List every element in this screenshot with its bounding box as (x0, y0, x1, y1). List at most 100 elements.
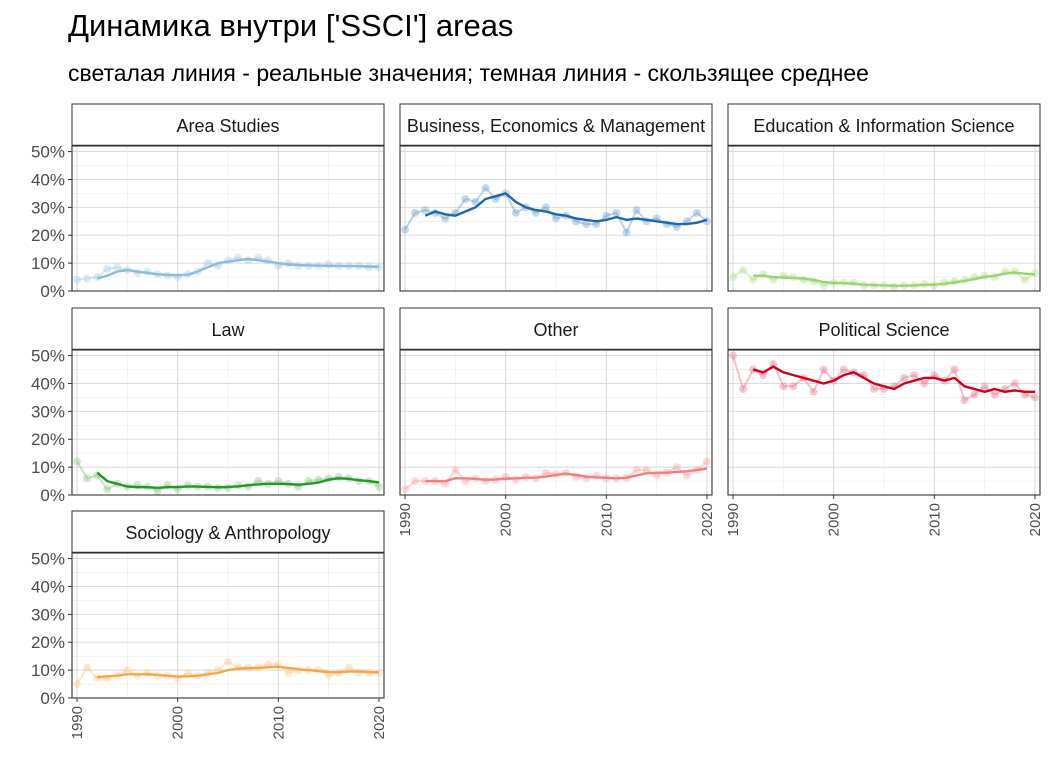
x-tick-label: 1990 (69, 706, 86, 739)
facet-strip (727, 103, 1041, 147)
actual-point (702, 457, 711, 466)
y-tick-label: 40% (31, 170, 65, 189)
panel-border (399, 349, 713, 496)
actual-point (113, 263, 122, 272)
actual-point (541, 468, 550, 477)
actual-point (910, 371, 919, 380)
actual-point (224, 657, 232, 666)
actual-point (541, 203, 550, 212)
actual-point (552, 214, 560, 223)
facet-panel: Area Studies 0% 10% 20% 30% 40% 50% (31, 103, 385, 301)
panel-data (729, 351, 1039, 405)
actual-point (759, 371, 768, 380)
moving-average-line (425, 467, 708, 483)
y-tick-label: 10% (31, 458, 65, 477)
panel-data (401, 457, 711, 494)
moving-average-line (96, 471, 380, 489)
facet-strip (399, 307, 713, 351)
facet-strip (399, 103, 713, 147)
facet-strip (71, 307, 385, 351)
actual-point (374, 482, 383, 491)
actual-point (123, 666, 132, 675)
actual-point (920, 379, 929, 388)
y-tick-label: 10% (31, 661, 65, 680)
facet-strip-label: Education & Information Science (753, 116, 1014, 136)
actual-series-line (76, 660, 379, 685)
actual-point (602, 211, 611, 220)
actual-point (354, 668, 363, 677)
y-tick-label: 50% (31, 347, 65, 366)
actual-point (284, 668, 293, 677)
facet-strip-label: Political Science (818, 320, 949, 340)
panel-data (73, 253, 383, 284)
facet-strip (727, 307, 1041, 351)
actual-series-line (404, 186, 708, 235)
y-tick-label: 50% (31, 143, 65, 162)
actual-point (622, 228, 631, 237)
facet-panel: Political Science 1990 2000 2010 2020 (725, 307, 1044, 536)
panel-data (401, 183, 711, 237)
actual-point (1030, 268, 1039, 277)
actual-point (682, 471, 691, 480)
actual-point (692, 208, 701, 217)
chart-title: Динамика внутри ['SSCI'] areas (68, 8, 514, 43)
x-tick-label: 2000 (826, 503, 843, 536)
actual-point (324, 260, 333, 269)
actual-point (769, 359, 778, 368)
actual-point (980, 382, 989, 391)
actual-point (183, 668, 192, 677)
actual-point (254, 477, 263, 486)
actual-point (511, 208, 520, 217)
facet-strip-label: Sociology & Anthropology (125, 523, 330, 543)
actual-point (441, 214, 450, 223)
actual-point (411, 477, 420, 486)
actual-point (642, 465, 651, 474)
panel-data (73, 457, 383, 495)
y-tick-label: 40% (31, 577, 65, 596)
actual-point (103, 264, 112, 273)
actual-point (73, 680, 82, 689)
actual-point (749, 275, 758, 284)
actual-point (950, 365, 959, 374)
x-tick-label: 1990 (397, 503, 414, 536)
y-tick-label: 40% (31, 374, 65, 393)
actual-point (401, 485, 410, 494)
moving-average-line (753, 271, 1036, 287)
actual-point (960, 396, 969, 405)
actual-point (421, 477, 430, 486)
facet-strip-label: Other (533, 320, 578, 340)
x-tick-label: 2020 (1027, 503, 1044, 536)
actual-point (779, 382, 788, 391)
facet-panel: Sociology & Anthropology 0% 10% 20% 30% 40% 50… (31, 510, 388, 739)
actual-point (133, 671, 142, 680)
x-tick-label: 1990 (725, 503, 742, 536)
actual-point (739, 266, 748, 275)
actual-point (73, 457, 82, 466)
panel-data (729, 266, 1039, 291)
actual-point (900, 373, 909, 382)
actual-point (739, 385, 748, 394)
x-tick-label: 2010 (270, 706, 287, 739)
actual-point (183, 481, 192, 490)
actual-point (83, 274, 92, 283)
facet-strip-label: Business, Economics & Management (407, 116, 705, 136)
actual-point (990, 390, 999, 399)
x-tick-label: 2000 (170, 706, 187, 739)
facet-panel: Other 1990 2000 2010 2020 (397, 307, 716, 536)
y-tick-label: 30% (31, 198, 65, 217)
panel-border (71, 552, 385, 699)
actual-point (83, 474, 92, 483)
actual-point (970, 390, 979, 399)
facet-strip-label: Area Studies (176, 116, 279, 136)
actual-point (749, 365, 758, 374)
moving-average-line (752, 365, 1035, 393)
facet-panel: Education & Information Science (727, 103, 1041, 292)
facet-panel: Business, Economics & Management (399, 103, 713, 292)
actual-point (203, 259, 212, 268)
actual-point (869, 385, 878, 394)
actual-point (672, 463, 681, 472)
actual-point (344, 663, 353, 672)
panel-border (71, 349, 385, 496)
y-tick-label: 50% (31, 550, 65, 569)
